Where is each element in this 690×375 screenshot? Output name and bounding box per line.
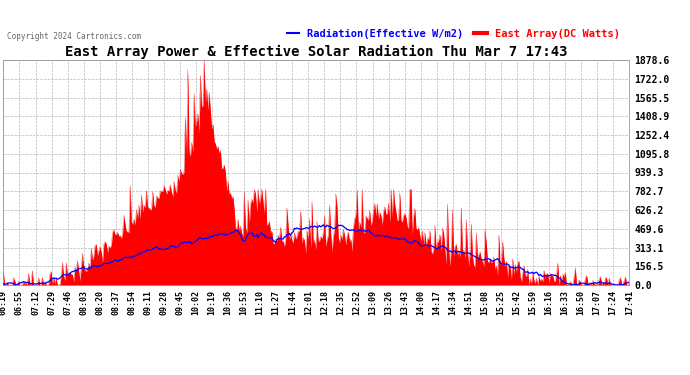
Legend: Radiation(Effective W/m2), East Array(DC Watts): Radiation(Effective W/m2), East Array(DC… [282,25,624,43]
Title: East Array Power & Effective Solar Radiation Thu Mar 7 17:43: East Array Power & Effective Solar Radia… [65,45,568,59]
Text: Copyright 2024 Cartronics.com: Copyright 2024 Cartronics.com [7,32,141,41]
